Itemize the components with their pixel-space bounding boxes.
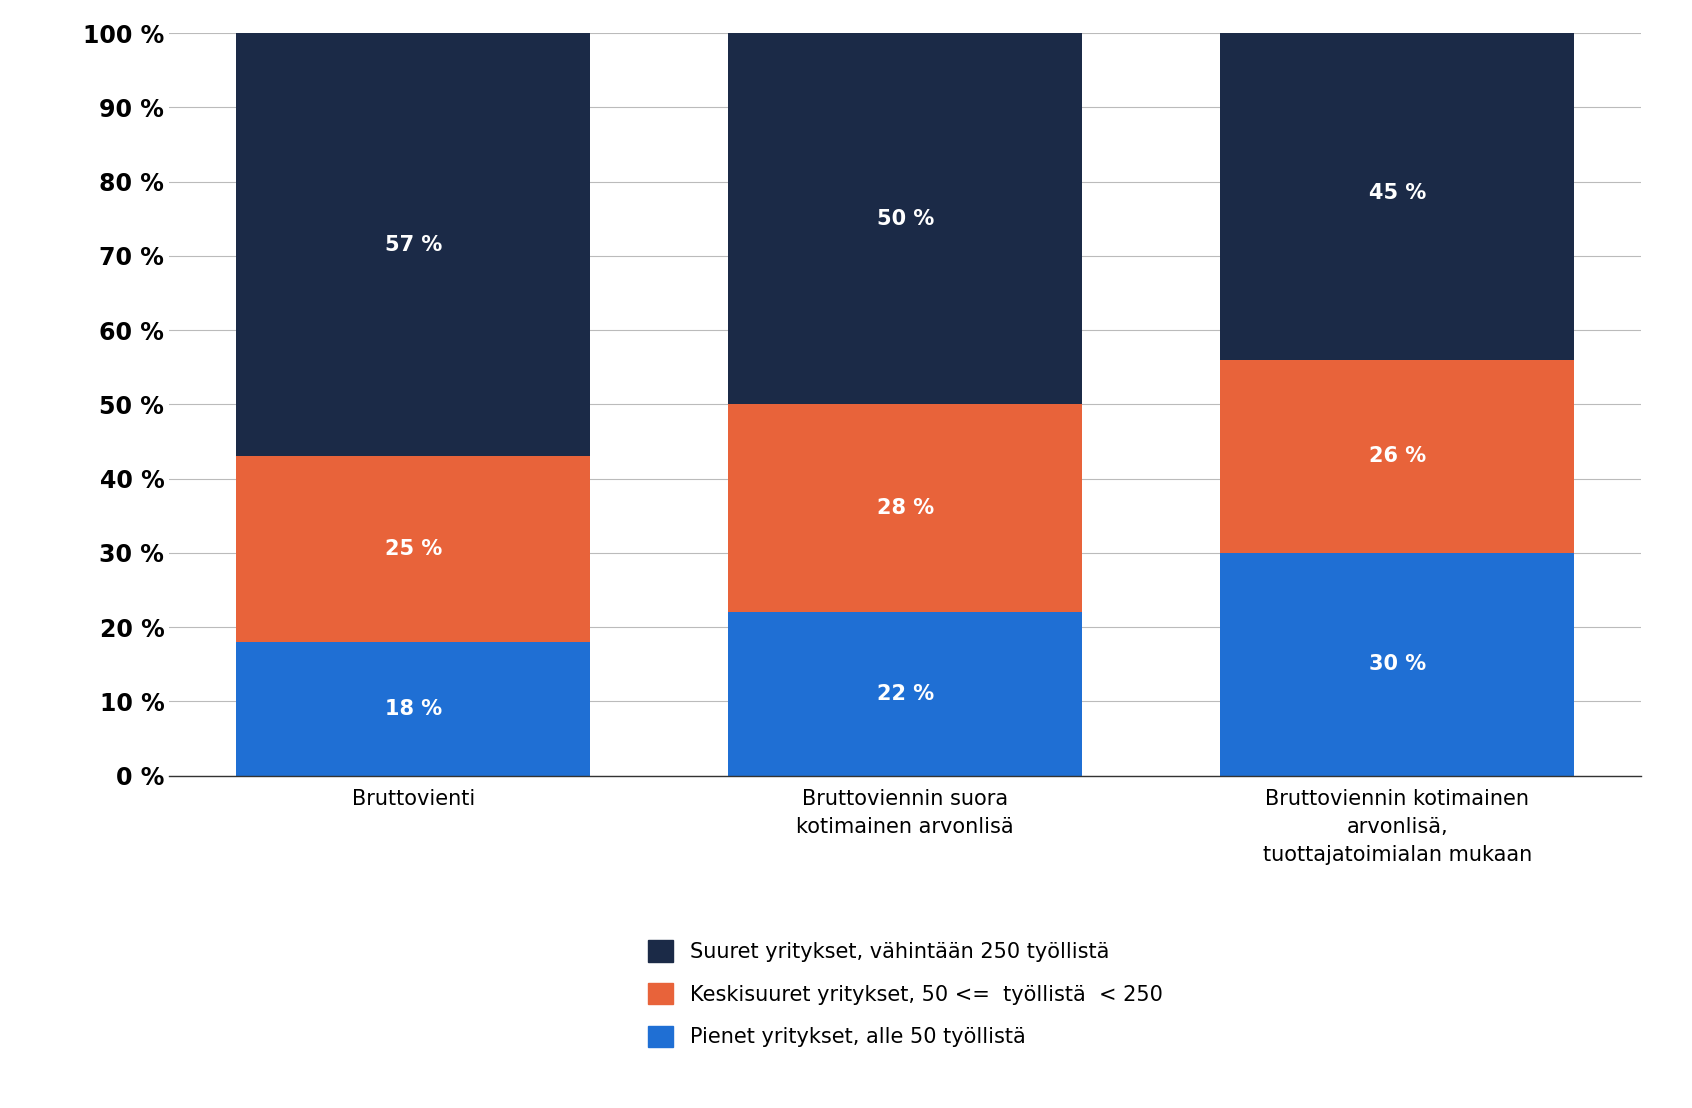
- Bar: [1220, 553, 1574, 776]
- Bar: [728, 613, 1083, 776]
- Bar: [1220, 25, 1574, 360]
- Bar: [1220, 360, 1574, 553]
- Text: 26 %: 26 %: [1369, 447, 1426, 466]
- Text: 18 %: 18 %: [384, 699, 442, 719]
- Bar: [237, 33, 591, 456]
- Bar: [728, 33, 1083, 404]
- Legend: Suuret yritykset, vähintään 250 työllistä, Keskisuuret yritykset, 50 <=  työllis: Suuret yritykset, vähintään 250 työllist…: [648, 941, 1162, 1047]
- Text: 22 %: 22 %: [876, 684, 934, 704]
- Bar: [728, 404, 1083, 613]
- Text: 57 %: 57 %: [384, 235, 442, 255]
- Bar: [237, 456, 591, 642]
- Text: 30 %: 30 %: [1369, 654, 1426, 675]
- Text: 45 %: 45 %: [1369, 183, 1426, 203]
- Bar: [237, 642, 591, 776]
- Text: 25 %: 25 %: [384, 540, 442, 560]
- Text: 50 %: 50 %: [876, 208, 934, 229]
- Text: 28 %: 28 %: [876, 499, 934, 519]
